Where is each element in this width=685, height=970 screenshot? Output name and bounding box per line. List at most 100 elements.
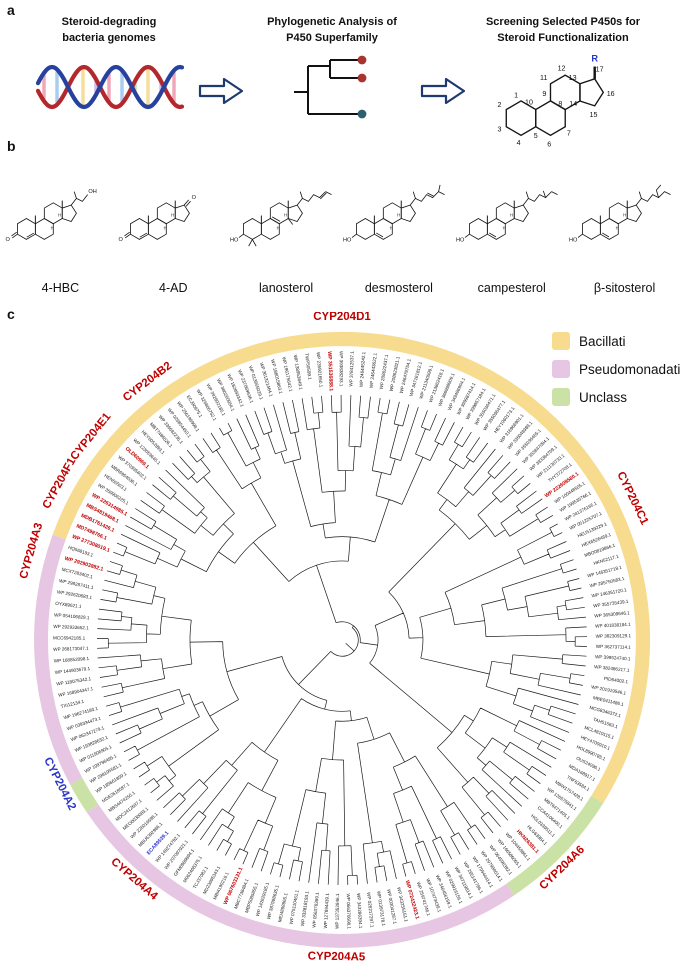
legend-swatch — [552, 388, 570, 406]
tip-label: WP 144903679.1 — [55, 666, 91, 675]
ketone-o-label: O — [119, 237, 124, 243]
stereo-h-label: H — [171, 212, 174, 217]
stereo-h-label: H — [615, 226, 618, 231]
tip-label: OYX89621.1 — [55, 601, 82, 609]
carbon-number: 7 — [567, 129, 571, 137]
carbon-number: 11 — [540, 74, 547, 82]
tip-label: WP 013973178.1 — [376, 891, 386, 927]
legend: Bacillati Pseudomonadati Unclass — [552, 332, 680, 416]
mini-phylogeny-icon — [294, 55, 367, 119]
clade-label: CYP204A5 — [308, 950, 366, 963]
tip-label: WP 196175642.1 — [281, 356, 293, 392]
hydroxyl-ho-label: HO — [343, 238, 352, 244]
tip-label: WP 365309646.1 — [594, 610, 630, 618]
tip-label: WP 054106829.1 — [54, 612, 90, 620]
tip-label: WP 246443622.1 — [369, 352, 378, 388]
compound: H H HO desmosterol — [342, 166, 455, 295]
carbon-number: 6 — [547, 140, 551, 148]
tip-label: WP 056370608.1 — [346, 893, 352, 929]
tip-label: WP 362737114.1 — [596, 644, 632, 650]
compound-name: campesterol — [477, 281, 546, 295]
tip-label: WP 292933652.1 — [53, 624, 89, 631]
tip-label: WP 168852098.1 — [54, 656, 90, 664]
carbon-number: 17 — [596, 65, 604, 73]
tip-label: WP 208622437.1 — [379, 354, 390, 390]
tip-label: WP 268173047.1 — [53, 646, 89, 652]
hydroxyl-ho-label: HO — [230, 238, 239, 244]
compound-structure: H H HO — [456, 190, 558, 244]
compound: H H HO campesterol — [455, 166, 568, 295]
tip-label: WP 146351718.1 — [587, 565, 623, 579]
panel-c-label: c — [7, 306, 15, 322]
step1-title: Steroid-degrading bacteria genomes — [18, 14, 200, 46]
tip-label: MEI4898965.1 — [277, 892, 288, 923]
tip-label: WP 332818193.1 — [300, 890, 310, 926]
tip-label: WP 298287411.1 — [59, 578, 95, 590]
compound-row: H H O O H 4-HBC H H O O 4-AD H H HO lanosterol H H HO desm… — [4, 166, 681, 295]
carbon-number: 9 — [542, 90, 546, 98]
step1-title-line1: Steroid-degrading — [61, 16, 157, 28]
stereo-h-label: H — [164, 226, 167, 231]
stereo-h-label: H — [51, 226, 54, 231]
compound-structure: H H HO — [230, 191, 332, 247]
tail-oxygen-label: O — [192, 195, 197, 201]
carbon-number: 12 — [558, 64, 566, 72]
tip-label: WP 343286394.1 — [356, 893, 363, 929]
tip-dot-red — [357, 73, 367, 83]
step2-title-line1: Phylogenetic Analysis of — [267, 16, 397, 28]
compound-structure: H H O OH — [6, 189, 97, 243]
compound-structure: H H HO — [569, 184, 671, 244]
compound: H H HO lanosterol — [230, 166, 343, 295]
compound-name: lanosterol — [258, 281, 314, 295]
compound: H H HO β-sitosterol — [568, 166, 681, 295]
legend-label: Unclass — [579, 389, 628, 405]
compound-structure: H H O O — [119, 195, 197, 243]
legend-label: Pseudomonadati — [579, 361, 681, 377]
tip-label: WP 208623821.1 — [389, 356, 401, 392]
step3-title-line2: Steroid Functionalization — [497, 32, 629, 44]
tip-dot-red — [357, 55, 367, 65]
tip-label: WP 201919546.1 — [591, 684, 627, 696]
tip-label: WP 292620683.1 — [57, 589, 93, 600]
ring-segment — [34, 534, 83, 785]
carbon-number: 10 — [525, 99, 533, 107]
carbon-number: 14 — [569, 100, 577, 108]
tip-label: WP 056376369.1 — [311, 892, 319, 928]
compound-name: 4-AD — [159, 281, 188, 295]
carbon-number: 2 — [498, 101, 502, 109]
tip-label: WP 137352846.1 — [335, 893, 341, 929]
compound-name: 4-HBC — [41, 281, 80, 295]
legend-swatch — [552, 360, 570, 378]
ring-segment — [506, 795, 604, 896]
stereo-h-label: H — [390, 226, 393, 231]
tip-dot-teal — [357, 109, 367, 119]
tip-label: WP 382309129.1 — [596, 633, 632, 639]
stereo-h-label: H — [277, 226, 280, 231]
compound-name: desmosterol — [364, 281, 433, 295]
tip-label: TXI12134.1 — [60, 699, 85, 709]
tip-label: HKN52117.1 — [593, 554, 620, 566]
tip-label: WP 235921650.1 — [316, 352, 324, 388]
tip-label: WP 168904347.1 — [58, 686, 94, 698]
tip-label: MCC6942185.1 — [53, 635, 86, 640]
circular-phylogenetic-tree: WP 277308019.1MD7498766.1MDB1761426.1MBS… — [18, 312, 651, 964]
legend-item: Pseudomonadati — [552, 360, 680, 378]
stereo-h-label: H — [59, 212, 62, 217]
tip-label: WP 399524740.1 — [595, 654, 631, 661]
carbon-number: 5 — [534, 132, 538, 140]
tip-label: WP 127894439.1 — [323, 893, 330, 929]
legend-item: Unclass — [552, 388, 680, 406]
tip-label: WP 285750583.1 — [589, 576, 625, 588]
tip-label: WP 355735439.1 — [593, 599, 629, 609]
stereo-h-label: H — [284, 212, 287, 217]
dna-helix-icon — [36, 64, 184, 110]
clade-label: CYP204D1 — [313, 312, 371, 323]
tip-label: WP 351536888.1 — [326, 351, 334, 391]
stereo-h-label: H — [397, 212, 400, 217]
panel-b-label: b — [7, 138, 16, 154]
compound: H H O OH 4-HBC — [4, 166, 117, 295]
tip-label: WP 382486217.1 — [594, 664, 630, 673]
phylo-tree — [96, 394, 588, 886]
tip-label: WP 028217297.1 — [366, 892, 375, 928]
